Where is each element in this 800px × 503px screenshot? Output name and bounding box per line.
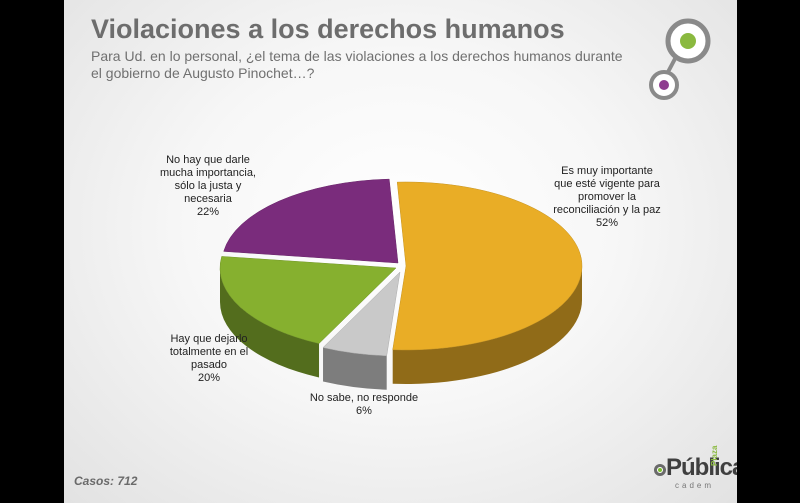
pie-sides [220, 266, 582, 390]
label-line: mucha importancia, [160, 167, 256, 179]
brand-logo: Pública Plaza cadem [654, 445, 737, 492]
pie-slice-justa [223, 178, 399, 264]
pie-slice-nsnr-side [323, 347, 387, 390]
page-subtitle: Para Ud. en lo personal, ¿el tema de las… [91, 48, 623, 81]
label-line: reconciliación y la paz [553, 204, 661, 216]
label-line: promover la [577, 191, 637, 203]
pie-slice-pasado-side [220, 268, 320, 378]
label-value: 52% [595, 217, 619, 229]
label-line: pasado [190, 359, 228, 371]
label-value: 22% [196, 206, 220, 218]
label-value: 6% [356, 405, 372, 417]
pie-slice-pasado [219, 256, 397, 344]
label-line: Es muy importante [561, 165, 653, 177]
pie-slice-vigente-side [392, 266, 582, 384]
brand-dot-icon [654, 464, 666, 476]
brand-cadem: cadem [675, 481, 715, 490]
logo-big-dot [680, 33, 696, 49]
pie-chart [219, 178, 583, 390]
logo-small-dot [659, 80, 669, 90]
label-line: sólo la justa y [174, 180, 242, 192]
slice-label-nsnr: No sabe, no responde 6% [304, 392, 424, 418]
pie-slice-nsnr [322, 271, 401, 357]
label-line: No hay que darle [166, 154, 250, 166]
pie-tops [219, 178, 583, 357]
label-line: No sabe, no responde [309, 392, 419, 404]
label-line: Hay que dejarlo [170, 333, 248, 345]
page-title: Violaciones a los derechos humanos [91, 14, 565, 44]
slice-label-justa: No hay que darle mucha importancia, sólo… [148, 154, 268, 219]
brand-plaza: Plaza [710, 445, 719, 466]
slice-label-vigente: Es muy importante que esté vigente para … [542, 165, 672, 230]
slice-label-pasado: Hay que dejarlo totalmente en el pasado … [154, 333, 264, 385]
label-value: 20% [197, 372, 221, 384]
slide: Violaciones a los derechos humanos Para … [64, 0, 737, 503]
logo-circles-icon [649, 18, 711, 100]
brand-name: Pública [666, 454, 737, 481]
label-line: necesaria [184, 193, 232, 205]
label-line: totalmente en el [169, 346, 249, 358]
label-line: que esté vigente para [554, 178, 660, 190]
pie-slice-vigente [392, 181, 583, 351]
sample-size: Casos: 712 [74, 474, 138, 488]
